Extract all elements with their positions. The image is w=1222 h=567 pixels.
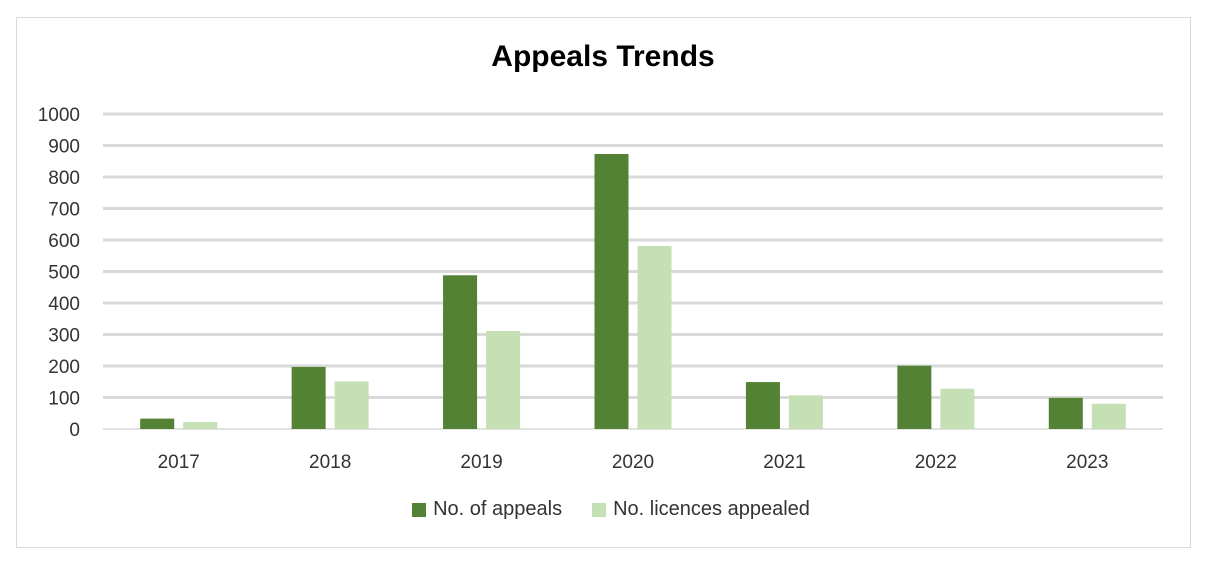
bar-appeals xyxy=(897,365,932,429)
bar-appeals xyxy=(140,418,175,429)
x-tick-label: 2021 xyxy=(763,452,805,473)
x-tick-label: 2019 xyxy=(460,452,502,473)
bar-licences xyxy=(788,395,823,429)
bar-appeals xyxy=(443,275,478,429)
legend-item-appeals: No. of appeals xyxy=(412,498,562,521)
y-tick-label: 600 xyxy=(48,231,80,252)
bar-licences xyxy=(1091,403,1126,429)
legend-swatch-appeals xyxy=(412,502,427,517)
y-tick-label: 900 xyxy=(48,137,80,158)
x-tick-label: 2020 xyxy=(612,452,654,473)
legend-item-licences: No. licences appealed xyxy=(592,498,810,521)
bar-appeals xyxy=(594,154,629,429)
y-tick-label: 100 xyxy=(48,389,80,410)
y-tick-label: 300 xyxy=(48,326,80,347)
legend-swatch-licences xyxy=(592,502,607,517)
bar-appeals xyxy=(1048,397,1083,429)
y-tick-label: 500 xyxy=(48,263,80,284)
y-tick-label: 400 xyxy=(48,294,80,315)
y-tick-label: 0 xyxy=(69,420,80,441)
bar-licences xyxy=(940,388,975,429)
x-tick-label: 2023 xyxy=(1066,452,1108,473)
bar-appeals xyxy=(291,366,326,429)
x-tick-label: 2018 xyxy=(309,452,351,473)
x-tick-label: 2022 xyxy=(915,452,957,473)
legend: No. of appeals No. licences appealed xyxy=(0,498,1222,521)
bar-licences xyxy=(334,381,369,429)
chart-title: Appeals Trends xyxy=(491,40,715,73)
bar-licences xyxy=(183,422,218,429)
y-tick-label: 800 xyxy=(48,168,80,189)
bar-appeals xyxy=(745,382,780,429)
y-tick-label: 1000 xyxy=(38,105,80,126)
x-tick-label: 2017 xyxy=(158,452,200,473)
legend-label-appeals: No. of appeals xyxy=(433,498,563,520)
y-tick-label: 200 xyxy=(48,357,80,378)
bar-licences xyxy=(486,331,521,429)
legend-label-licences: No. licences appealed xyxy=(613,498,810,520)
y-tick-label: 700 xyxy=(48,200,80,221)
bar-licences xyxy=(637,245,672,429)
